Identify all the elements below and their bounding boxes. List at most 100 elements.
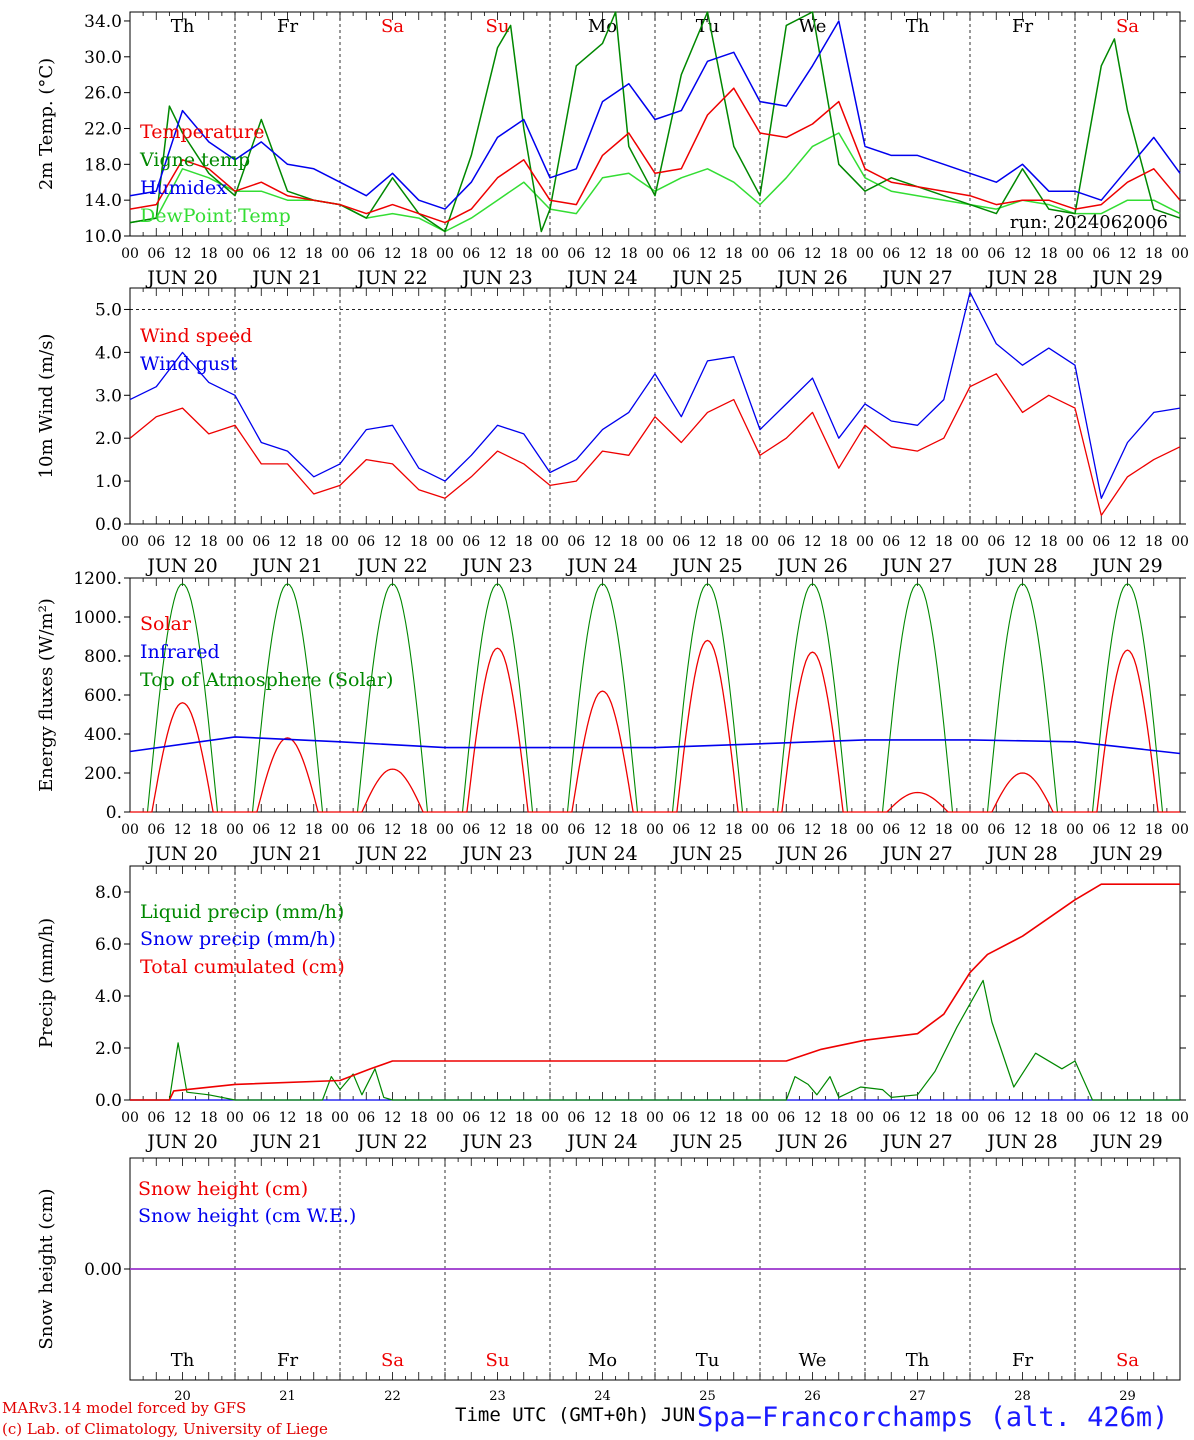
hour-tick-label: 06	[252, 822, 270, 838]
hour-tick-label: 00	[961, 246, 979, 262]
weekday-label: Tu	[696, 16, 720, 37]
hour-tick-label: 06	[462, 1110, 480, 1126]
hour-tick-label: 06	[882, 822, 900, 838]
hour-tick-label: 12	[489, 534, 507, 550]
day-number-label: 25	[699, 1389, 716, 1404]
hour-tick-label: 12	[1014, 246, 1032, 262]
hour-tick-label: 06	[987, 246, 1005, 262]
hour-tick-label: 00	[226, 1110, 244, 1126]
hour-tick-label: 06	[777, 534, 795, 550]
date-label: JUN 26	[775, 843, 847, 865]
hour-tick-label: 18	[1040, 534, 1058, 550]
y-tick-label: 1000.	[73, 608, 122, 628]
hour-tick-label: 12	[594, 246, 612, 262]
day-number-label: 26	[804, 1389, 821, 1404]
weekday-label: Fr	[1012, 1350, 1033, 1371]
hour-tick-label: 00	[436, 1110, 454, 1126]
hour-tick-label: 18	[200, 1110, 218, 1126]
hour-tick-label: 12	[804, 534, 822, 550]
date-label: JUN 22	[355, 843, 427, 865]
y-tick-label: 1.0	[95, 472, 122, 492]
hour-tick-label: 06	[987, 534, 1005, 550]
day-number-label: 22	[384, 1389, 401, 1404]
weekday-label: Mo	[588, 1350, 617, 1371]
legend-entry: Snow precip (mm/h)	[140, 928, 336, 950]
weekday-label: Sa	[381, 16, 404, 37]
hour-tick-label: 18	[200, 534, 218, 550]
hour-tick-label: 06	[672, 534, 690, 550]
hour-tick-label: 12	[174, 246, 192, 262]
date-label: JUN 21	[250, 267, 322, 289]
hour-tick-label: 12	[174, 822, 192, 838]
date-label: JUN 22	[355, 555, 427, 577]
weekday-label: Th	[171, 16, 195, 37]
hour-tick-label: 00	[1171, 822, 1189, 838]
hour-tick-label: 12	[594, 1110, 612, 1126]
hour-tick-label: 06	[357, 246, 375, 262]
series-temperature	[129, 87, 1181, 224]
date-label: JUN 26	[775, 555, 847, 577]
date-label: JUN 29	[1090, 843, 1162, 865]
day-number-label: 29	[1119, 1389, 1136, 1404]
y-axis-label: Precip (mm/h)	[36, 918, 57, 1048]
hour-tick-label: 12	[174, 1110, 192, 1126]
hour-tick-label: 18	[515, 246, 533, 262]
date-label: JUN 27	[880, 1131, 952, 1153]
y-tick-label: 2.0	[95, 429, 122, 449]
date-label: JUN 23	[460, 843, 532, 865]
y-axis-label: Energy fluxes (W/m²)	[36, 598, 57, 792]
hour-tick-label: 18	[725, 822, 743, 838]
date-label: JUN 21	[250, 1131, 322, 1153]
day-number-label: 28	[1014, 1389, 1031, 1404]
hour-tick-label: 18	[620, 246, 638, 262]
date-label: JUN 24	[565, 843, 637, 865]
hour-tick-label: 00	[541, 534, 559, 550]
hour-tick-label: 12	[1119, 822, 1137, 838]
y-tick-label: 4.0	[95, 343, 122, 363]
panel-2: 0.0 1.0 2.0 3.0 4.0 5.0 10m Wind (m/s) 00 06 12 18…	[36, 287, 1189, 577]
date-label: JUN 27	[880, 555, 952, 577]
hour-tick-label: 06	[357, 822, 375, 838]
y-tick-label: 4.0	[95, 987, 122, 1007]
y-tick-label: 0.0	[95, 1091, 122, 1111]
hour-tick-label: 00	[1171, 246, 1189, 262]
hour-tick-label: 06	[147, 246, 165, 262]
hour-tick-label: 18	[1145, 246, 1163, 262]
hour-tick-label: 12	[384, 246, 402, 262]
hour-tick-label: 12	[594, 534, 612, 550]
hour-tick-label: 00	[856, 1110, 874, 1126]
hour-tick-label: 18	[305, 246, 323, 262]
hour-tick-label: 18	[935, 246, 953, 262]
series-wind-gust	[129, 291, 1181, 499]
date-label: JUN 20	[145, 1131, 217, 1153]
y-tick-label: 18.0	[84, 155, 122, 175]
date-label: JUN 22	[355, 1131, 427, 1153]
hour-tick-label: 18	[620, 1110, 638, 1126]
hour-tick-label: 06	[672, 246, 690, 262]
y-tick-label: 26.0	[84, 84, 122, 104]
hour-tick-label: 18	[410, 1110, 428, 1126]
hour-tick-label: 00	[961, 1110, 979, 1126]
hour-tick-label: 12	[1119, 1110, 1137, 1126]
hour-tick-label: 06	[357, 534, 375, 550]
series-wind-speed	[129, 373, 1181, 517]
day-number-label: 23	[489, 1389, 506, 1404]
y-axis-label: Snow height (cm)	[36, 1188, 57, 1349]
hour-tick-label: 00	[226, 534, 244, 550]
hour-tick-label: 00	[646, 1110, 664, 1126]
hour-tick-label: 12	[489, 246, 507, 262]
hour-tick-label: 12	[1014, 534, 1032, 550]
hour-tick-label: 06	[567, 822, 585, 838]
hour-tick-label: 12	[489, 1110, 507, 1126]
hour-tick-label: 18	[410, 534, 428, 550]
y-tick-label: 0.00	[84, 1260, 122, 1280]
hour-tick-label: 18	[305, 534, 323, 550]
hour-tick-label: 00	[121, 534, 139, 550]
series-humidex	[129, 20, 1181, 210]
date-label: JUN 28	[985, 843, 1057, 865]
plot-frame	[129, 11, 1181, 237]
weekday-label: Th	[906, 1350, 930, 1371]
hour-tick-label: 06	[987, 1110, 1005, 1126]
hour-tick-label: 18	[515, 822, 533, 838]
